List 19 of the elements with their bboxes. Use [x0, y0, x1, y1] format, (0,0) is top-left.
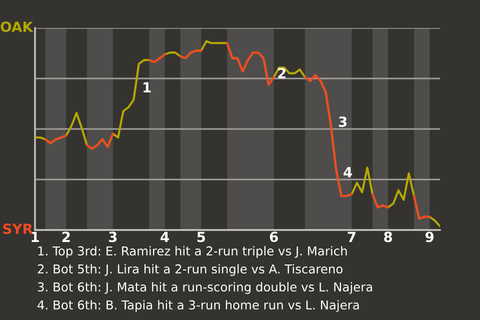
x-tick-label: 6 [270, 232, 278, 242]
x-tick-label: 4 [160, 232, 169, 242]
annotation: 1 [144, 82, 151, 92]
x-tick-label: 5 [197, 232, 206, 242]
text: 2. Bot 5th: J. Lira hit a 2-run single vs A. Tiscareno [38, 264, 343, 276]
text: 4. Bot 6th: B. Tapia hit a 3-run home run vs L. Najera [38, 300, 359, 312]
x-tick-label: 3 [108, 232, 117, 242]
annotation: 2 [278, 68, 286, 78]
annotation: 4 [344, 167, 352, 178]
text: 3. Bot 6th: J. Mata hit a run-scoring double vs L. Najera [38, 282, 372, 294]
x-tick-label: 9 [426, 232, 434, 242]
text: OAK [0, 22, 34, 32]
annotation: 3 [338, 116, 347, 127]
x-tick-label: 1 [32, 232, 39, 242]
x-tick-label: 2 [62, 232, 70, 242]
text: 1. Top 3rd: E. Ramirez hit a 2-run triple vs J. Marich [38, 246, 347, 258]
text: SYR [3, 224, 33, 234]
x-tick-label: 8 [384, 232, 392, 242]
x-tick-label: 7 [348, 232, 356, 242]
